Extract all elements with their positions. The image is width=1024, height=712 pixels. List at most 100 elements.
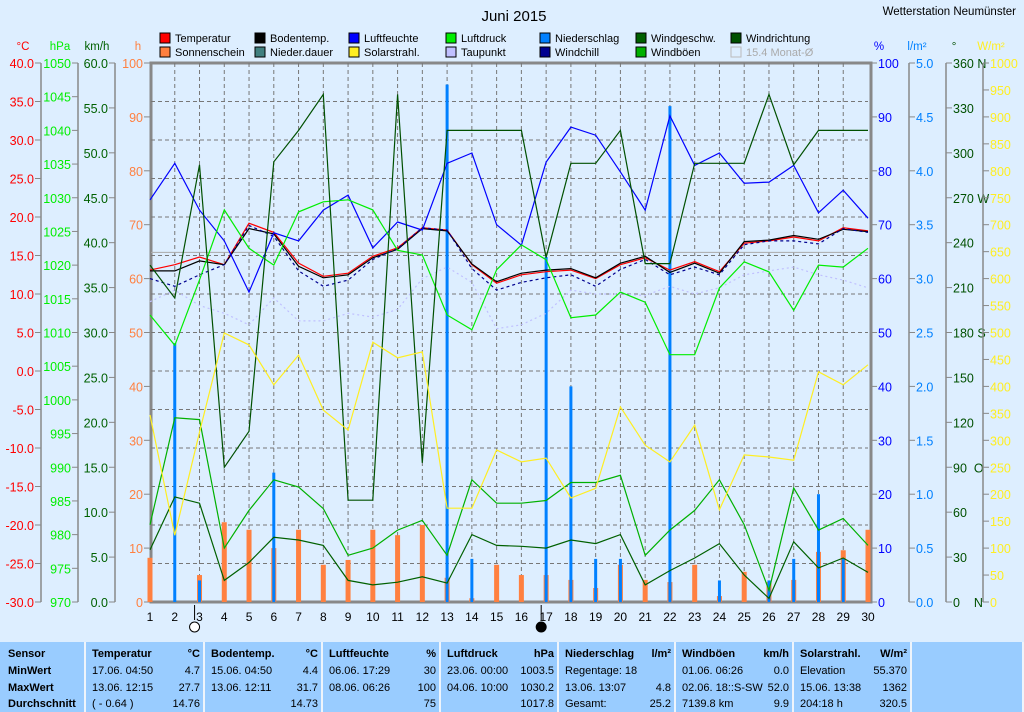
x-tick-label: 26 [762,610,776,624]
series-windben [149,417,869,593]
direction-tick-label: 120 [953,416,974,430]
cell-value: 14.76 [172,698,200,710]
bar-niederschlag [445,84,449,602]
row-label: Sensor [8,648,46,660]
x-tick-label: 8 [320,610,327,624]
temp-tick-label: -5.0 [12,404,34,418]
legend-label[interactable]: Windrichtung [746,33,810,45]
series-bodentemp [150,227,869,283]
legend-label[interactable]: Luftfeuchte [364,33,418,45]
pressure-tick-label: 1040 [43,124,71,138]
legend-swatch[interactable] [730,46,742,58]
wind-tick-label: 50.0 [84,147,108,161]
legend-label[interactable]: Windgeschw. [651,33,716,45]
pressure-tick-label: 1035 [43,158,71,172]
sun-tick-label: 90 [129,111,143,125]
table-column [0,642,86,712]
cell-label: 13.06. 12:15 [92,682,154,694]
legend-swatch[interactable] [445,46,457,58]
legend-swatch[interactable] [635,46,647,58]
solar-tick-label: 350 [990,407,1011,421]
solar-tick-label: 800 [990,165,1011,179]
cell-value: 30 [423,665,436,677]
cell-value: 1362 [882,682,907,694]
table-column [86,642,205,712]
row-label: MinWert [8,665,52,677]
temp-tick-label: 30.0 [10,134,34,148]
cell-value: 14.73 [290,698,318,710]
direction-tick-label: 180 S [953,327,986,341]
legend-swatch[interactable] [254,46,266,58]
legend-swatch[interactable] [539,46,551,58]
temp-tick-label: 20.0 [10,211,34,225]
temp-unit-label: °C [17,41,30,53]
sun-tick-label: 100 [122,57,143,71]
legend-swatch[interactable] [254,32,266,44]
full-moon-icon [189,621,201,633]
bar-niederschlag [594,558,598,602]
temp-tick-label: 35.0 [10,96,34,110]
x-tick-label: 20 [614,610,628,624]
legend-swatch[interactable] [539,32,551,44]
legend-label[interactable]: Niederschlag [555,33,619,45]
x-tick-label: 14 [465,610,479,624]
bar-niederschlag [792,558,796,602]
humidity-tick-label: 10 [878,542,892,556]
bar-niederschlag [470,558,474,602]
legend-label[interactable]: Sonnenschein [175,47,245,59]
x-tick-label: 10 [366,610,380,624]
solar-tick-label: 50 [990,569,1004,583]
solar-tick-label: 450 [990,353,1011,367]
x-tick-label: 27 [787,610,801,624]
rain-tick-label: 2.0 [916,380,933,394]
wind-tick-label: 5.0 [91,551,108,565]
temp-tick-label: 0.0 [17,365,34,379]
sun-tick-label: 10 [129,542,143,556]
legend-label[interactable]: Bodentemp. [270,33,329,45]
humidity-tick-label: 100 [878,57,899,71]
legend-label[interactable]: Windchill [555,47,599,59]
humidity-tick-label: 40 [878,380,892,394]
sun-unit-label: h [135,41,141,53]
legend-label[interactable]: Windböen [651,47,701,59]
rain-tick-label: 1.5 [916,434,933,448]
cell-label: 13.06. 12:11 [211,682,272,694]
x-tick-label: 2 [171,610,178,624]
bar-sonnenschein [692,564,698,602]
legend-label[interactable]: Luftdruck [461,33,507,45]
humidity-unit-label: % [874,41,884,53]
x-tick-label: 24 [713,610,727,624]
direction-tick-label: 30 [953,551,967,565]
x-tick-label: 16 [515,610,529,624]
cell-label: 04.06. 10:00 [447,682,509,694]
legend-swatch[interactable] [730,32,742,44]
table-column [794,642,912,712]
legend-swatch[interactable] [159,32,171,44]
bar-niederschlag [841,558,845,602]
legend-label[interactable]: Temperatur [175,33,231,45]
legend-label[interactable]: 15.4 Monat-Ø [746,47,814,59]
bar-sonnenschein [865,529,871,602]
column-unit: °C [305,648,318,660]
legend-label[interactable]: Nieder.dauer [270,47,333,59]
legend-swatch[interactable] [348,46,360,58]
cell-value: 25.2 [649,698,671,710]
direction-tick-label: 360 N [953,57,986,71]
legend-swatch[interactable] [445,32,457,44]
x-tick-label: 28 [812,610,826,624]
table-column [205,642,323,712]
temp-tick-label: -20.0 [6,519,35,533]
cell-value: 4.7 [184,665,200,677]
legend-swatch[interactable] [348,32,360,44]
humidity-tick-label: 30 [878,434,892,448]
rain-tick-label: 4.5 [916,111,933,125]
x-tick-label: 6 [270,610,277,624]
bar-sonnenschein [296,529,302,602]
legend-label[interactable]: Taupunkt [461,47,506,59]
series-luftfeuchte [149,114,869,294]
legend-swatch[interactable] [159,46,171,58]
legend-swatch[interactable] [635,32,647,44]
temp-tick-label: 40.0 [10,57,34,71]
direction-tick-label: 330 [953,102,974,116]
legend-label[interactable]: Solarstrahl. [364,47,420,59]
